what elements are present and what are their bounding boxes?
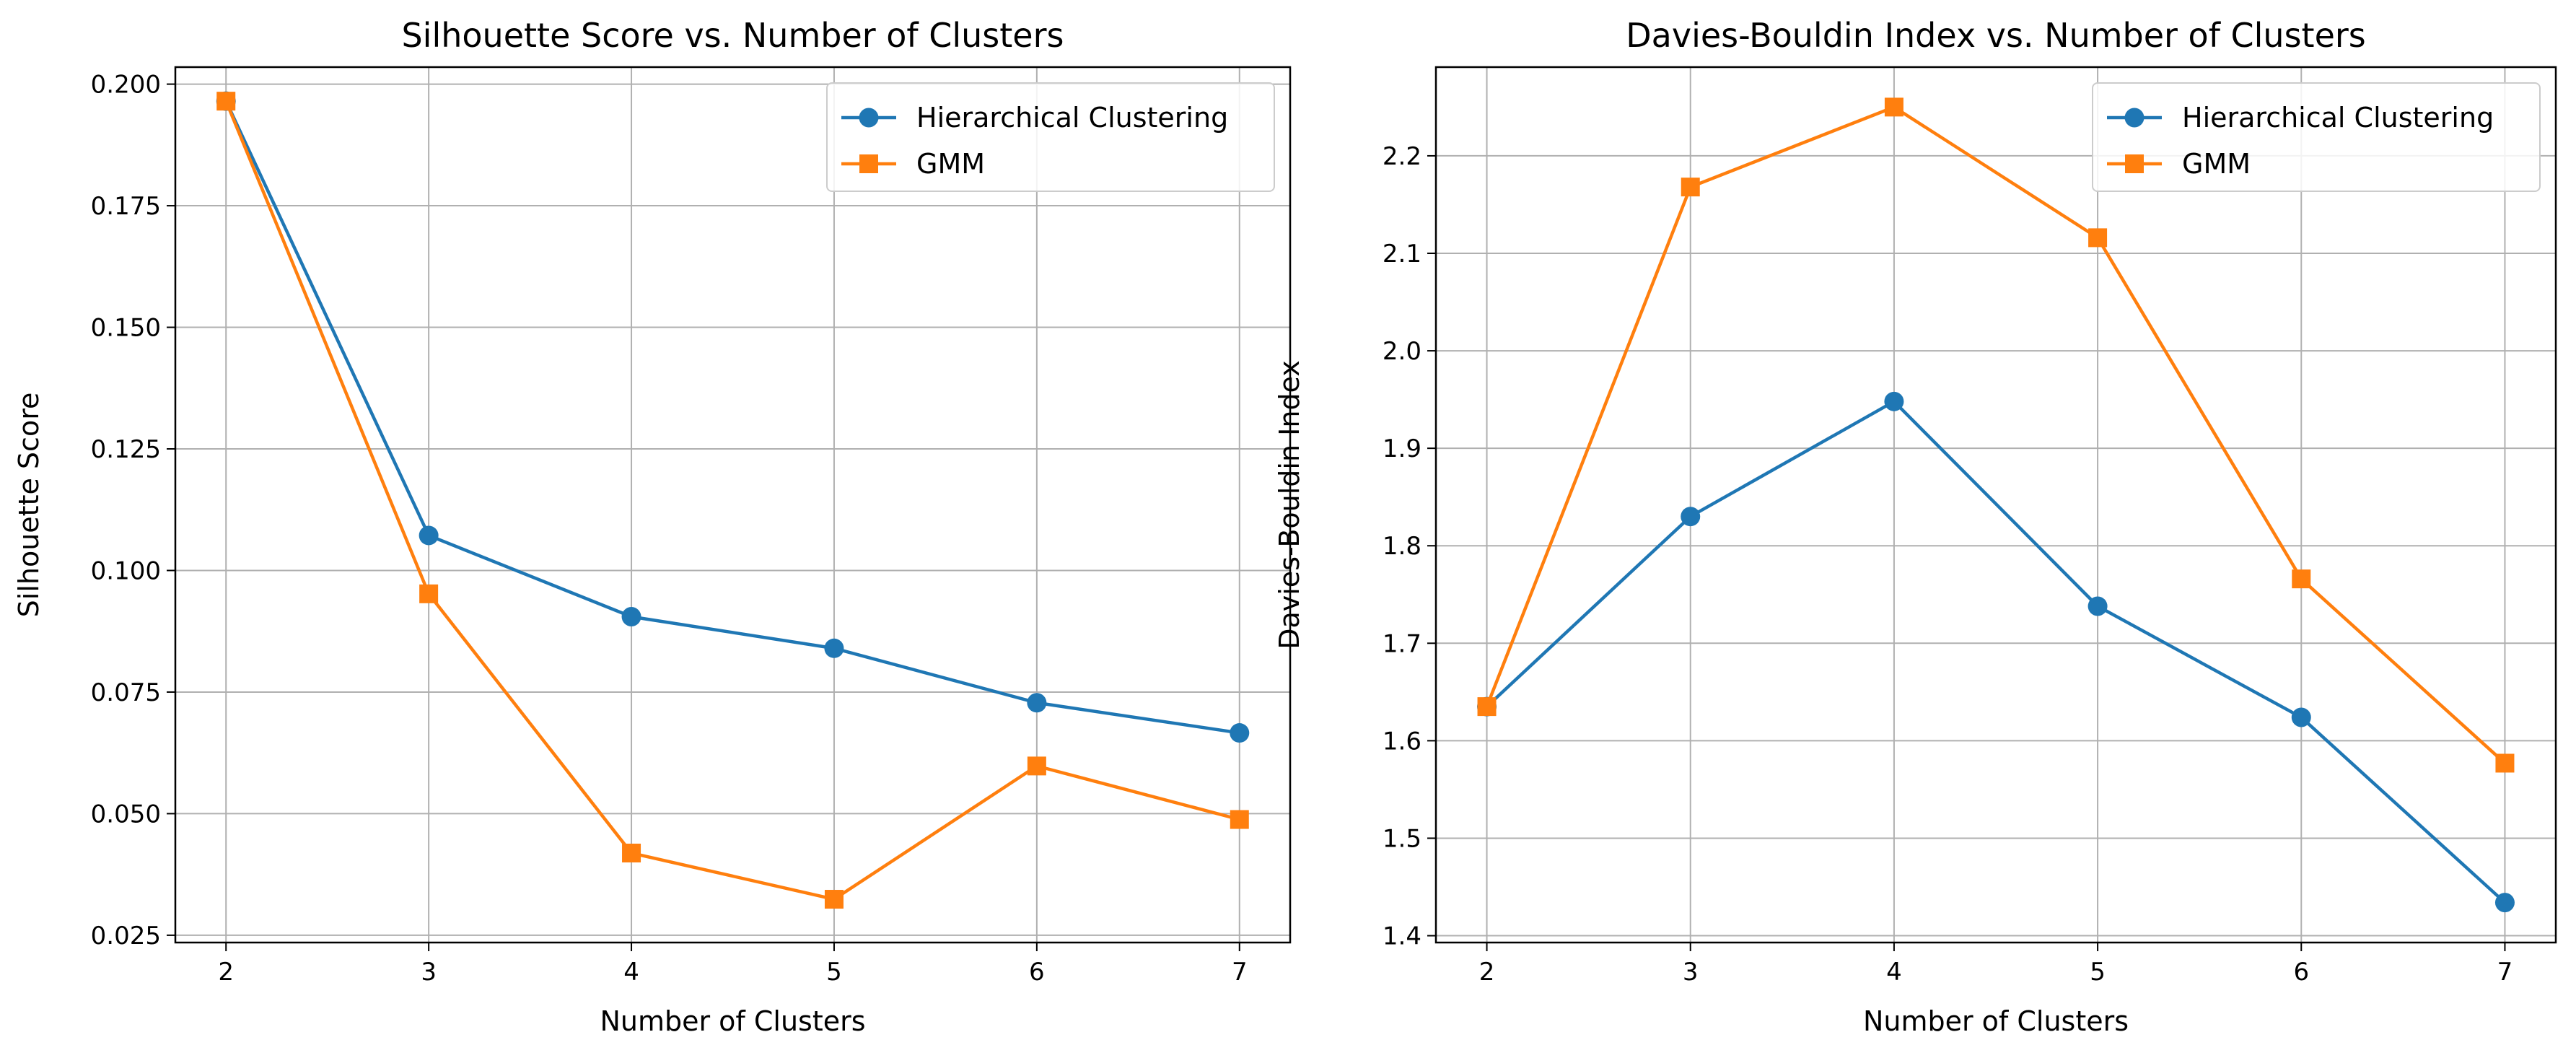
davies-bouldin-y-tick-label: 1.5	[1383, 824, 1421, 853]
davies-bouldin-legend-label: Hierarchical Clustering	[2182, 102, 2494, 134]
silhouette-legend-box	[826, 82, 1275, 192]
silhouette-legend-label: GMM	[916, 148, 985, 180]
davies-bouldin-legend-box	[2092, 82, 2541, 192]
davies-bouldin-x-tick-label: 6	[2293, 958, 2309, 987]
davies-bouldin-y-tick-label: 1.9	[1383, 434, 1421, 463]
davies-bouldin-y-tick-label: 1.8	[1383, 532, 1421, 561]
davies-bouldin-x-tick-label: 2	[1479, 958, 1495, 987]
davies-bouldin-legend-marker	[2124, 108, 2145, 128]
silhouette-y-tick-label: 0.125	[91, 435, 161, 464]
silhouette-y-tick-label: 0.150	[91, 314, 161, 343]
silhouette-ticks: 2 3 4 5 6 7 0.025 0.050 0.075 0.100 0.125 0.150 0.17…	[91, 71, 1248, 987]
davies-bouldin-series	[1477, 97, 2515, 913]
davies-bouldin-ticks: 2 3 4 5 6 7 1.4 1.5 1.6 1.7 1.8 1.9 2.0 2.1 2.2	[1383, 142, 2513, 987]
silhouette-point-marker	[1230, 810, 1249, 829]
davies-bouldin-y-tick-label: 1.4	[1383, 922, 1421, 951]
davies-bouldin-series-line-0	[1486, 400, 2506, 904]
silhouette-point-marker	[1027, 756, 1046, 776]
davies-bouldin-grid	[1436, 67, 2556, 943]
silhouette-x-tick-label: 2	[218, 958, 234, 987]
davies-bouldin-chart: 2 3 4 5 6 7 1.4 1.5 1.6 1.7 1.8 1.9 2.0 2.1 2.2 Davies…	[1274, 16, 2557, 1037]
davies-bouldin-chart-title: Davies-Bouldin Index vs. Number of Clust…	[1626, 16, 2366, 55]
davies-bouldin-point-marker	[2292, 569, 2311, 589]
davies-bouldin-legend-label: GMM	[2182, 148, 2251, 180]
silhouette-point-marker	[1027, 693, 1047, 713]
davies-bouldin-y-tick-label: 1.7	[1383, 629, 1421, 658]
silhouette-point-marker	[824, 890, 844, 909]
silhouette-x-tick-label: 5	[826, 958, 842, 987]
silhouette-point-marker	[1230, 723, 1250, 743]
davies-bouldin-y-tick-label: 1.6	[1383, 727, 1421, 756]
silhouette-series-line-0	[224, 100, 1240, 735]
silhouette-point-marker	[621, 606, 641, 626]
silhouette-legend-label: Hierarchical Clustering	[916, 102, 1228, 134]
davies-bouldin-point-marker	[2494, 893, 2515, 913]
silhouette-y-tick-label: 0.025	[91, 922, 161, 950]
davies-bouldin-point-marker	[1884, 391, 1904, 411]
davies-bouldin-legend-marker	[2125, 154, 2144, 173]
silhouette-y-tick-label: 0.100	[91, 556, 161, 585]
silhouette-point-marker	[419, 525, 439, 546]
silhouette-x-tick-label: 7	[1232, 958, 1248, 987]
silhouette-chart: 2 3 4 5 6 7 0.025 0.050 0.075 0.100 0.125 0.150 0.17…	[13, 16, 1292, 1037]
silhouette-point-marker	[622, 844, 641, 863]
davies-bouldin-plot-frame	[1434, 66, 2557, 944]
davies-bouldin-y-tick-label: 2.1	[1383, 240, 1421, 268]
silhouette-y-tick-label: 0.200	[91, 71, 161, 100]
davies-bouldin-x-tick-label: 7	[2497, 958, 2513, 987]
davies-bouldin-y-tick-label: 2.2	[1383, 142, 1421, 171]
silhouette-series-line-1	[224, 100, 1240, 901]
silhouette-x-tick-label: 3	[421, 958, 437, 987]
silhouette-x-axis-label: Number of Clusters	[600, 1005, 865, 1037]
silhouette-y-axis-label: Silhouette Score	[13, 393, 45, 618]
davies-bouldin-series-line-1	[1485, 105, 2506, 765]
silhouette-y-tick-label: 0.050	[91, 800, 161, 829]
davies-bouldin-point-marker	[1477, 697, 1497, 717]
silhouette-y-tick-label: 0.075	[91, 678, 161, 707]
silhouette-point-marker	[824, 638, 844, 658]
silhouette-chart-title: Silhouette Score vs. Number of Clusters	[401, 16, 1064, 55]
davies-bouldin-point-marker	[1884, 97, 1903, 117]
davies-bouldin-y-tick-label: 2.0	[1383, 337, 1421, 366]
davies-bouldin-legend: Hierarchical Clustering GMM	[2092, 82, 2541, 192]
davies-bouldin-point-marker	[2088, 228, 2108, 248]
davies-bouldin-point-marker	[2291, 707, 2311, 727]
silhouette-legend-marker	[859, 154, 878, 173]
silhouette-point-marker	[419, 584, 439, 603]
silhouette-point-marker	[216, 92, 236, 111]
davies-bouldin-point-marker	[1681, 178, 1700, 197]
silhouette-x-tick-label: 6	[1029, 958, 1045, 987]
silhouette-y-tick-label: 0.175	[91, 192, 161, 221]
davies-bouldin-y-axis-label: Davies-Bouldin Index	[1274, 360, 1305, 650]
davies-bouldin-point-marker	[2495, 753, 2515, 773]
silhouette-legend-marker	[859, 108, 879, 128]
davies-bouldin-point-marker	[1681, 507, 1701, 527]
silhouette-series	[216, 91, 1250, 909]
davies-bouldin-x-tick-label: 5	[2090, 958, 2106, 987]
silhouette-x-tick-label: 4	[623, 958, 639, 987]
davies-bouldin-point-marker	[2087, 596, 2108, 616]
silhouette-plot-frame	[174, 66, 1292, 944]
davies-bouldin-x-tick-label: 4	[1886, 958, 1902, 987]
silhouette-grid	[175, 67, 1290, 943]
silhouette-legend: Hierarchical Clustering GMM	[826, 82, 1275, 192]
davies-bouldin-x-tick-label: 3	[1683, 958, 1699, 987]
davies-bouldin-x-axis-label: Number of Clusters	[1863, 1005, 2129, 1037]
